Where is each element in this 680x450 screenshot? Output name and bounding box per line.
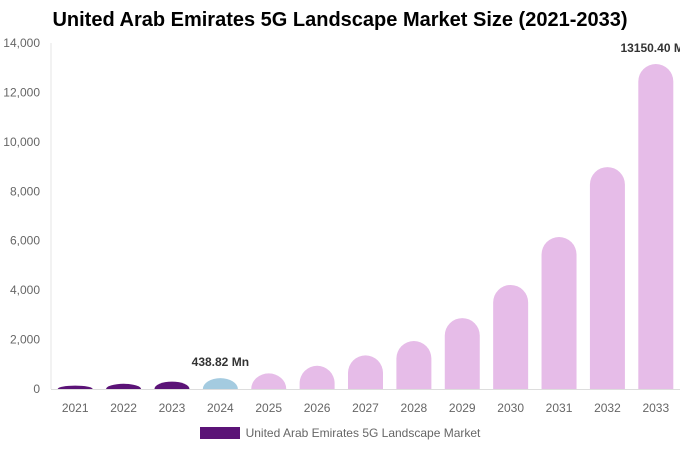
bar-2022: [106, 383, 142, 389]
x-tick-label: 2025: [255, 401, 282, 415]
x-tick-label: 2023: [159, 401, 186, 415]
x-tick-label: 2024: [207, 401, 234, 415]
bar-2023: [154, 381, 190, 389]
y-tick-label: 2,000: [10, 333, 40, 347]
bar-2032: [589, 167, 625, 389]
data-label-2033: 13150.40 Mn: [620, 41, 680, 55]
x-tick-label: 2027: [352, 401, 379, 415]
bar-2030: [493, 284, 529, 389]
legend: United Arab Emirates 5G Landscape Market: [0, 426, 680, 440]
legend-label: United Arab Emirates 5G Landscape Market: [245, 426, 481, 440]
bar-2028: [396, 341, 432, 389]
x-tick-label: 2026: [304, 401, 331, 415]
x-tick-label: 2028: [401, 401, 428, 415]
y-tick-label: 12,000: [3, 85, 40, 99]
legend-swatch: [199, 427, 240, 439]
bar-2024: [202, 378, 238, 389]
bar-2029: [444, 318, 480, 389]
y-tick-label: 0: [33, 382, 40, 396]
y-tick-label: 8,000: [10, 184, 40, 198]
chart-title: United Arab Emirates 5G Landscape Market…: [52, 9, 628, 31]
y-tick-label: 4,000: [10, 283, 40, 297]
x-tick-label: 2033: [642, 401, 669, 415]
data-label-2024: 438.82 Mn: [192, 355, 249, 369]
y-tick-label: 10,000: [3, 135, 40, 149]
x-tick-label: 2031: [546, 401, 573, 415]
bar-2027: [348, 355, 383, 389]
bar-2026: [299, 365, 335, 389]
x-tick-label: 2030: [497, 401, 524, 415]
bar-2025: [251, 373, 287, 389]
x-tick-label: 2029: [449, 401, 476, 415]
x-tick-label: 2021: [62, 401, 89, 415]
y-tick-label: 14,000: [3, 36, 40, 50]
bar-2031: [541, 237, 577, 389]
bar-2021: [57, 385, 93, 389]
x-tick-label: 2022: [110, 401, 137, 415]
y-tick-label: 6,000: [10, 234, 40, 248]
bar-2033: [638, 63, 674, 389]
x-tick-label: 2032: [594, 401, 621, 415]
